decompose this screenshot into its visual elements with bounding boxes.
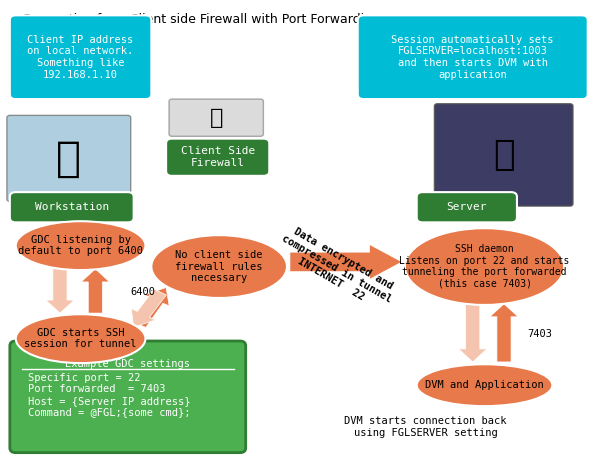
FancyBboxPatch shape (10, 341, 246, 453)
Text: DVM and Application: DVM and Application (425, 380, 544, 390)
FancyBboxPatch shape (7, 116, 131, 201)
Text: Server: Server (447, 202, 487, 212)
FancyBboxPatch shape (358, 15, 588, 99)
FancyBboxPatch shape (10, 192, 134, 222)
Text: Session automatically sets
FGLSERVER=localhost:1003
and then starts DVM with
app: Session automatically sets FGLSERVER=loc… (392, 35, 554, 80)
Text: Specific port = 22
Port forwarded  = 7403
Host = {Server IP address}
Command = @: Specific port = 22 Port forwarded = 7403… (27, 373, 190, 417)
Text: Client IP address
on local network.
Something like
192.168.1.10: Client IP address on local network. Some… (27, 35, 134, 80)
Text: Workstation: Workstation (35, 202, 109, 212)
Text: 🖥: 🖥 (493, 138, 515, 172)
Ellipse shape (416, 364, 552, 406)
FancyArrow shape (131, 289, 166, 327)
Text: Connection from Client side Firewall with Port Forwarding: Connection from Client side Firewall wit… (21, 13, 380, 26)
FancyArrow shape (133, 287, 169, 328)
FancyArrow shape (290, 244, 402, 279)
Text: Example GDC settings: Example GDC settings (65, 358, 190, 369)
FancyBboxPatch shape (416, 192, 517, 222)
Ellipse shape (15, 314, 145, 363)
Text: GDC starts SSH
session for tunnel: GDC starts SSH session for tunnel (24, 328, 137, 350)
Text: GDC listening by
default to port 6400: GDC listening by default to port 6400 (18, 235, 143, 256)
FancyArrow shape (46, 269, 74, 313)
Text: SSH daemon
Listens on port 22 and starts
tunneling the port forwarded
(this case: SSH daemon Listens on port 22 and starts… (399, 244, 569, 289)
FancyArrow shape (81, 269, 109, 313)
Ellipse shape (405, 228, 564, 305)
FancyBboxPatch shape (169, 99, 264, 136)
Text: 6400: 6400 (131, 287, 156, 297)
Text: 📶: 📶 (209, 108, 223, 128)
Text: DVM starts connection back
using FGLSERVER setting: DVM starts connection back using FGLSERV… (345, 416, 507, 438)
Ellipse shape (15, 221, 145, 270)
FancyArrow shape (490, 304, 518, 362)
Text: Client Side
Firewall: Client Side Firewall (180, 146, 255, 168)
Ellipse shape (151, 235, 287, 298)
FancyBboxPatch shape (434, 104, 573, 206)
FancyBboxPatch shape (166, 139, 270, 176)
FancyArrow shape (459, 304, 487, 362)
Text: Data encrypted and
compressed in tunnel
INTERNET  22: Data encrypted and compressed in tunnel … (275, 223, 399, 314)
Text: 7403: 7403 (528, 329, 553, 339)
Text: No client side
firewall rules
necessary: No client side firewall rules necessary (176, 250, 263, 283)
Text: 💻: 💻 (57, 138, 82, 179)
FancyBboxPatch shape (10, 15, 151, 99)
